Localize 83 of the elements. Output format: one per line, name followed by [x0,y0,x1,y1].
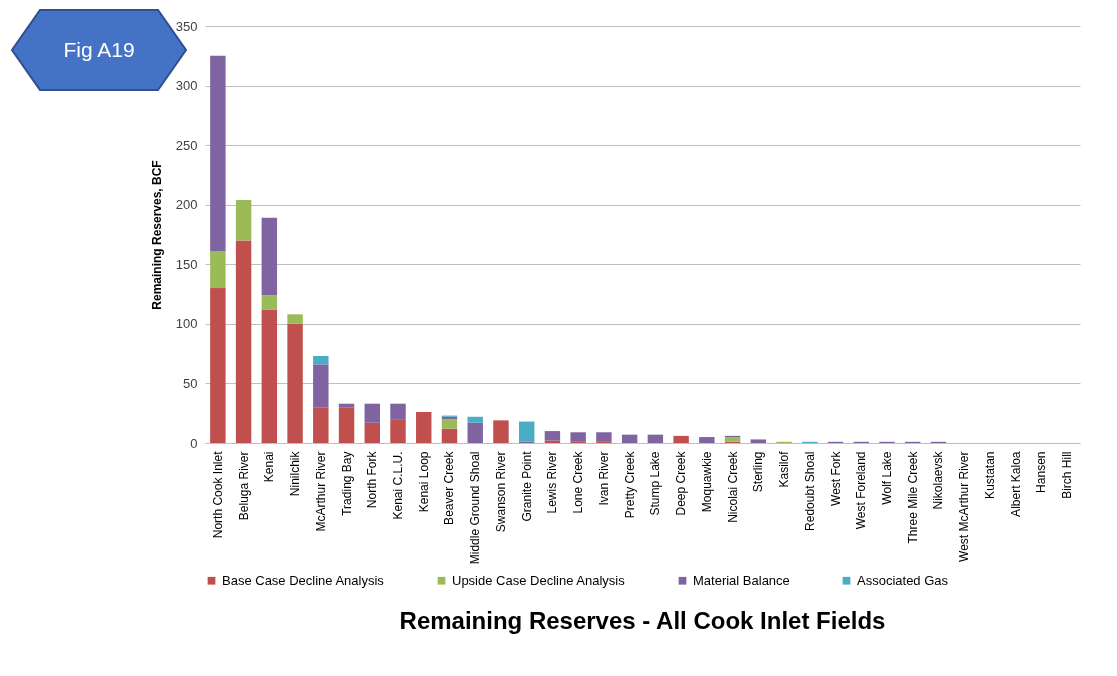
x-tick-label: Trading Bay [339,451,354,516]
bar [287,314,303,324]
y-tick-label: 300 [175,78,198,94]
bar [467,416,483,423]
x-tick-label: Moquawkie [699,451,714,513]
x-tick-label: Redoubt Shoal [802,451,817,531]
bar [493,420,509,443]
bar [596,432,612,442]
bar [724,437,741,442]
bar [544,431,561,441]
x-tick-label: Pretty Creek [622,450,637,519]
bar [364,403,380,423]
x-tick-label: West Fork [828,450,843,506]
x-tick-label: Beaver Creek [442,450,457,525]
y-tick-label: 0 [190,435,198,451]
bar [364,422,380,443]
x-tick-label: Nicolai Creek [725,450,740,523]
y-axis-title: Remaining Reserves, BCF [149,160,164,310]
bar [261,309,278,443]
bar [390,419,406,443]
x-tick-label: Ninilchik [288,450,303,497]
x-tick-label: Birch Hill [1060,451,1075,499]
bar [750,439,767,443]
x-tick-label: Nikolaevsk [931,450,946,510]
y-tick-label: 150 [175,256,198,272]
bar [235,199,252,241]
y-tick-label: 250 [175,137,198,153]
bar [261,217,278,296]
bar [313,407,329,443]
legend-label: Upside Case Decline Analysis [452,572,626,588]
x-tick-label: Wolf Lake [879,451,894,505]
x-tick-label: Hansen [1034,451,1049,493]
legend-label: Material Balance [693,572,790,588]
x-tick-label: North Cook Inlet [210,450,225,539]
bar [441,419,458,429]
x-tick-label: North Fork [365,450,380,509]
bar [570,432,586,442]
x-tick-label: West McArthur River [957,451,972,562]
x-tick-label: Sterling [751,451,766,493]
bar [621,434,638,443]
bar [261,295,278,310]
x-tick-label: Kasilof [777,450,792,488]
y-tick-label: 100 [175,316,198,332]
x-tick-label: Kustatan [982,451,997,499]
bar [313,364,329,408]
legend-label: Base Case Decline Analysis [222,572,385,588]
bar [673,435,689,443]
x-tick-label: West Foreland [854,451,869,530]
x-tick-label: Albert Kaloa [1008,451,1023,517]
bar [699,437,715,443]
bar [441,428,458,443]
x-tick-label: Ivan River [596,451,611,506]
y-tick-label: 350 [175,18,198,34]
bar [313,356,329,365]
bar [235,240,252,443]
x-tick-label: Kenai Loop [416,451,431,513]
x-tick-label: Middle Ground Shoal [468,451,483,565]
x-tick-label: Lewis River [545,451,560,514]
text: Remaining Reserves - All Cook Inlet Fields [399,607,886,634]
y-tick-label: 200 [175,197,198,213]
bar [210,288,226,443]
x-tick-label: Lone Creek [571,450,586,514]
x-tick-label: Kenai [262,451,277,483]
bar [338,407,355,443]
x-tick-label: Deep Creek [674,450,689,516]
x-tick-label: Kenai C.L.U. [391,451,406,520]
x-tick-label: Stump Lake [648,451,663,516]
y-tick-label: 50 [183,375,198,391]
bar [210,251,226,289]
caption: Fig A19 [63,38,135,61]
x-tick-label: McArthur River [313,451,328,532]
bar [467,422,483,443]
bar [210,55,226,252]
bar [416,412,432,443]
bar [518,421,535,442]
bar [287,323,303,443]
x-tick-label: Beluga River [236,451,251,521]
x-tick-label: Swanson River [493,451,508,533]
x-tick-label: Three Mile Creek [905,450,920,544]
legend-label: Associated Gas [857,572,949,588]
bar [647,434,664,443]
x-tick-label: Granite Point [519,450,534,522]
bar [390,403,406,420]
